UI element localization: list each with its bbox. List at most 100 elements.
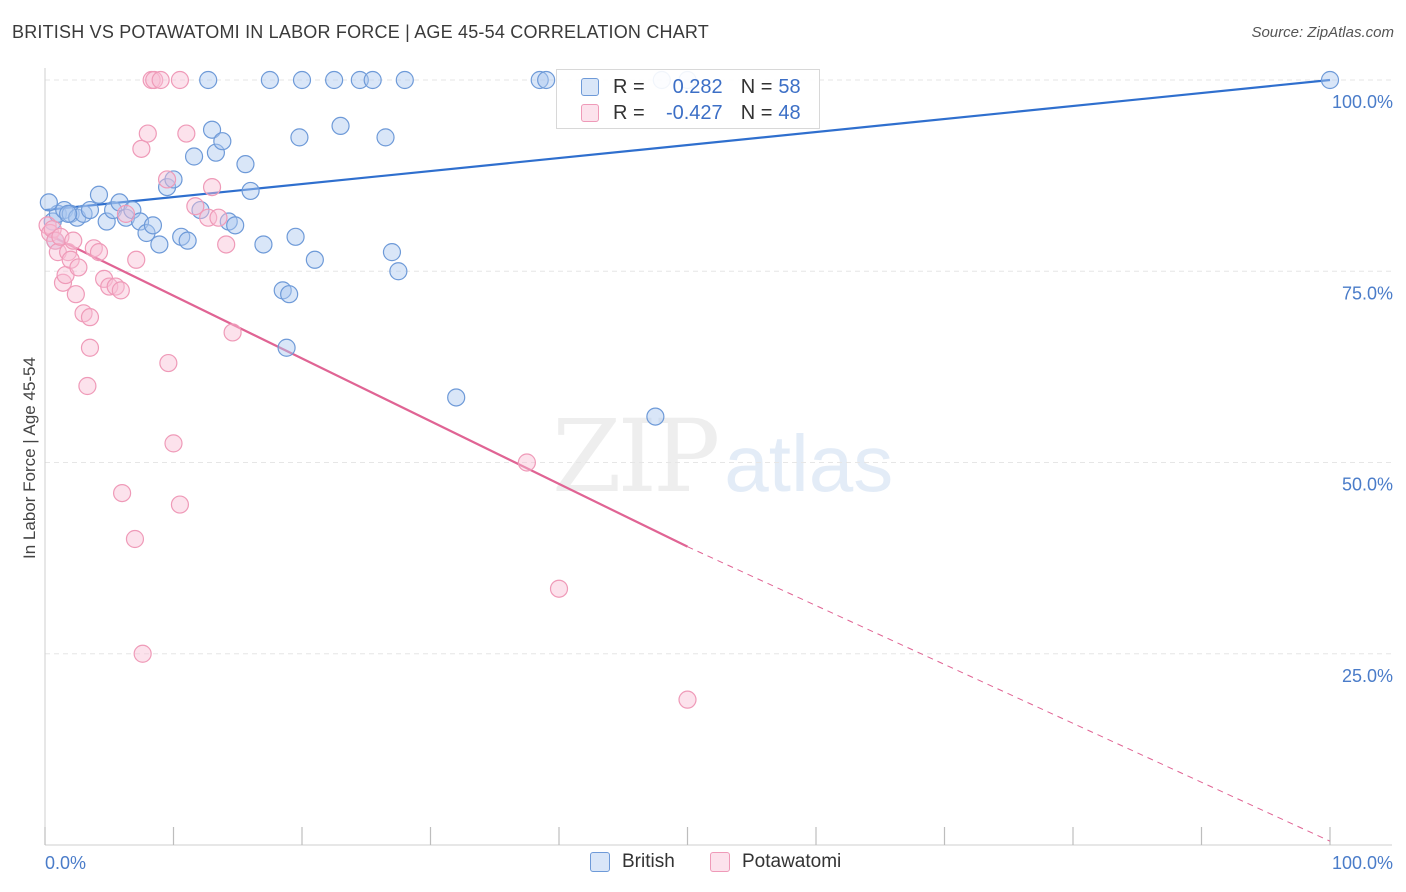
british-r-value: 0.282 bbox=[672, 75, 723, 98]
trend-lines bbox=[44, 78, 1331, 842]
potawatomi-point bbox=[223, 323, 242, 342]
potawatomi-point bbox=[517, 453, 536, 472]
british-swatch bbox=[581, 78, 599, 96]
y-tick-label: 25.0% bbox=[1342, 666, 1393, 686]
british-point bbox=[363, 70, 382, 90]
potawatomi-point bbox=[112, 484, 132, 503]
british-point bbox=[164, 170, 183, 189]
x-tick-label: 0.0% bbox=[45, 853, 86, 873]
potawatomi-point bbox=[111, 281, 130, 300]
british-point bbox=[286, 227, 305, 246]
tick-labels: 25.0% 50.0% 75.0% 100.0% 0.0% 100.0% bbox=[45, 92, 1393, 873]
potawatomi-point bbox=[80, 308, 100, 327]
potawatomi-point bbox=[64, 231, 83, 250]
british-point bbox=[150, 235, 169, 254]
potawatomi-point bbox=[145, 70, 164, 90]
british-point bbox=[260, 70, 279, 90]
british-point bbox=[325, 70, 344, 90]
british-n-value: 58 bbox=[778, 75, 801, 98]
potawatomi-point bbox=[199, 208, 218, 227]
chart-title: BRITISH VS POTAWATOMI IN LABOR FORCE | A… bbox=[12, 22, 709, 42]
british-point bbox=[143, 216, 163, 235]
british-point bbox=[39, 193, 58, 212]
british-point bbox=[226, 216, 245, 235]
british-point bbox=[646, 407, 665, 426]
potawatomi-point bbox=[138, 124, 157, 143]
potawatomi-n-value: 48 bbox=[778, 101, 801, 124]
y-tick-label: 75.0% bbox=[1342, 283, 1393, 303]
potawatomi-point bbox=[151, 70, 170, 90]
british-point bbox=[382, 243, 402, 262]
british-point bbox=[376, 128, 395, 147]
potawatomi-legend-swatch bbox=[710, 852, 730, 872]
british-point bbox=[290, 128, 309, 147]
y-tick-label: 100.0% bbox=[1332, 92, 1393, 112]
potawatomi-point bbox=[43, 220, 62, 239]
british-point bbox=[199, 70, 218, 90]
potawatomi-point bbox=[170, 70, 190, 90]
potawatomi-r-label: R = bbox=[613, 101, 645, 124]
axes bbox=[44, 68, 1392, 846]
potawatomi-r-value: -0.427 bbox=[665, 101, 723, 124]
potawatomi-point bbox=[66, 285, 85, 304]
british-n-label: N = bbox=[740, 75, 773, 98]
potawatomi-point bbox=[159, 353, 178, 373]
potawatomi-point bbox=[89, 243, 109, 262]
british-point bbox=[350, 70, 369, 90]
potawatomi-point bbox=[549, 579, 569, 598]
potawatomi-trend-line bbox=[44, 232, 688, 548]
potawatomi-point bbox=[209, 208, 228, 227]
correlation-legend: R = 0.282 N = 58 R = -0.427 N = 48 bbox=[556, 69, 820, 129]
potawatomi-point bbox=[177, 124, 196, 143]
british-point bbox=[80, 200, 100, 220]
potawatomi-legend-label: Potawatomi bbox=[742, 851, 842, 872]
potawatomi-point bbox=[164, 434, 183, 453]
potawatomi-point bbox=[202, 178, 222, 197]
potawatomi-point bbox=[186, 197, 205, 216]
series-legend-potawatomi[interactable]: Potawatomi bbox=[710, 851, 841, 873]
potawatomi-point bbox=[132, 139, 151, 158]
potawatomi-point bbox=[127, 250, 146, 269]
potawatomi-point bbox=[78, 376, 97, 396]
british-point bbox=[389, 262, 408, 281]
british-point bbox=[213, 132, 232, 151]
potawatomi-point bbox=[678, 690, 697, 709]
potawatomi-point bbox=[80, 338, 100, 357]
x-tick-label: 100.0% bbox=[1332, 853, 1393, 873]
british-point bbox=[280, 285, 299, 304]
potawatomi-trend-extension bbox=[687, 546, 1331, 842]
potawatomi-point bbox=[157, 170, 177, 189]
british-points bbox=[39, 70, 1340, 426]
potawatomi-n-label: N = bbox=[740, 101, 773, 124]
potawatomi-point bbox=[170, 495, 190, 514]
british-point bbox=[178, 231, 197, 250]
british-point bbox=[184, 147, 204, 166]
british-point bbox=[530, 70, 549, 90]
british-point bbox=[97, 212, 116, 231]
potawatomi-point bbox=[217, 235, 236, 254]
chart-source: Source: ZipAtlas.com bbox=[1251, 24, 1394, 41]
british-point bbox=[89, 185, 109, 204]
british-point bbox=[292, 70, 312, 90]
british-point bbox=[202, 120, 222, 139]
british-point bbox=[537, 70, 556, 90]
potawatomi-points bbox=[38, 70, 697, 709]
british-point bbox=[331, 116, 350, 136]
british-point bbox=[395, 70, 414, 90]
british-legend-swatch bbox=[590, 852, 610, 872]
british-point bbox=[447, 388, 466, 407]
potawatomi-swatch bbox=[581, 104, 599, 122]
potawatomi-point bbox=[125, 529, 145, 549]
series-legend: British Potawatomi bbox=[0, 851, 1406, 877]
series-legend-british[interactable]: British bbox=[590, 851, 675, 873]
potawatomi-point bbox=[69, 258, 88, 277]
british-point bbox=[59, 204, 78, 223]
british-r-label: R = bbox=[613, 75, 645, 98]
british-legend-label: British bbox=[622, 851, 675, 872]
potawatomi-point bbox=[100, 277, 119, 296]
british-point bbox=[241, 181, 260, 201]
british-point bbox=[206, 143, 226, 162]
potawatomi-point bbox=[61, 250, 80, 269]
potawatomi-point bbox=[133, 644, 152, 663]
